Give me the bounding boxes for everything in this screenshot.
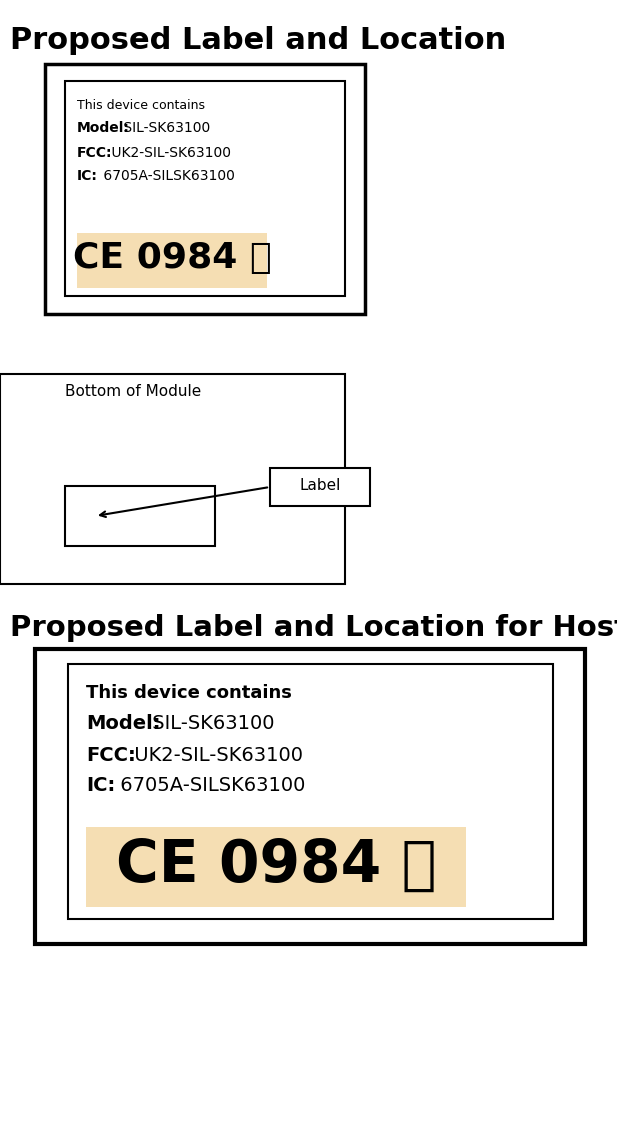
Text: IC:: IC: xyxy=(86,776,115,795)
FancyBboxPatch shape xyxy=(270,468,370,506)
Text: SIL-SK63100: SIL-SK63100 xyxy=(146,714,275,733)
Text: This device contains: This device contains xyxy=(86,684,292,702)
Text: Model:: Model: xyxy=(86,714,160,733)
FancyBboxPatch shape xyxy=(0,374,345,583)
FancyBboxPatch shape xyxy=(68,664,553,919)
Text: This device contains: This device contains xyxy=(77,100,205,112)
FancyBboxPatch shape xyxy=(86,827,466,907)
Text: SIL-SK63100: SIL-SK63100 xyxy=(119,121,210,135)
Text: FCC:: FCC: xyxy=(77,146,112,160)
Text: FCC:: FCC: xyxy=(86,746,136,765)
Text: Proposed Label and Location: Proposed Label and Location xyxy=(10,26,507,55)
FancyBboxPatch shape xyxy=(35,649,585,944)
Text: Proposed Label and Location for Host Device: Proposed Label and Location for Host Dev… xyxy=(10,614,617,642)
Text: UK2-SIL-SK63100: UK2-SIL-SK63100 xyxy=(107,146,231,160)
Text: 6705A-SILSK63100: 6705A-SILSK63100 xyxy=(99,169,235,183)
Text: CE 0984 Ⓘ: CE 0984 Ⓘ xyxy=(116,836,436,893)
Text: IC:: IC: xyxy=(77,169,98,183)
Text: 6705A-SILSK63100: 6705A-SILSK63100 xyxy=(114,776,305,795)
Text: UK2-SIL-SK63100: UK2-SIL-SK63100 xyxy=(128,746,303,765)
Text: CE 0984 Ⓘ: CE 0984 Ⓘ xyxy=(73,241,271,276)
Text: Model:: Model: xyxy=(77,121,130,135)
FancyBboxPatch shape xyxy=(65,81,345,296)
FancyBboxPatch shape xyxy=(65,486,215,546)
Text: Label: Label xyxy=(299,478,341,493)
Text: Bottom of Module: Bottom of Module xyxy=(65,384,201,399)
FancyBboxPatch shape xyxy=(45,64,365,313)
FancyBboxPatch shape xyxy=(77,233,267,288)
